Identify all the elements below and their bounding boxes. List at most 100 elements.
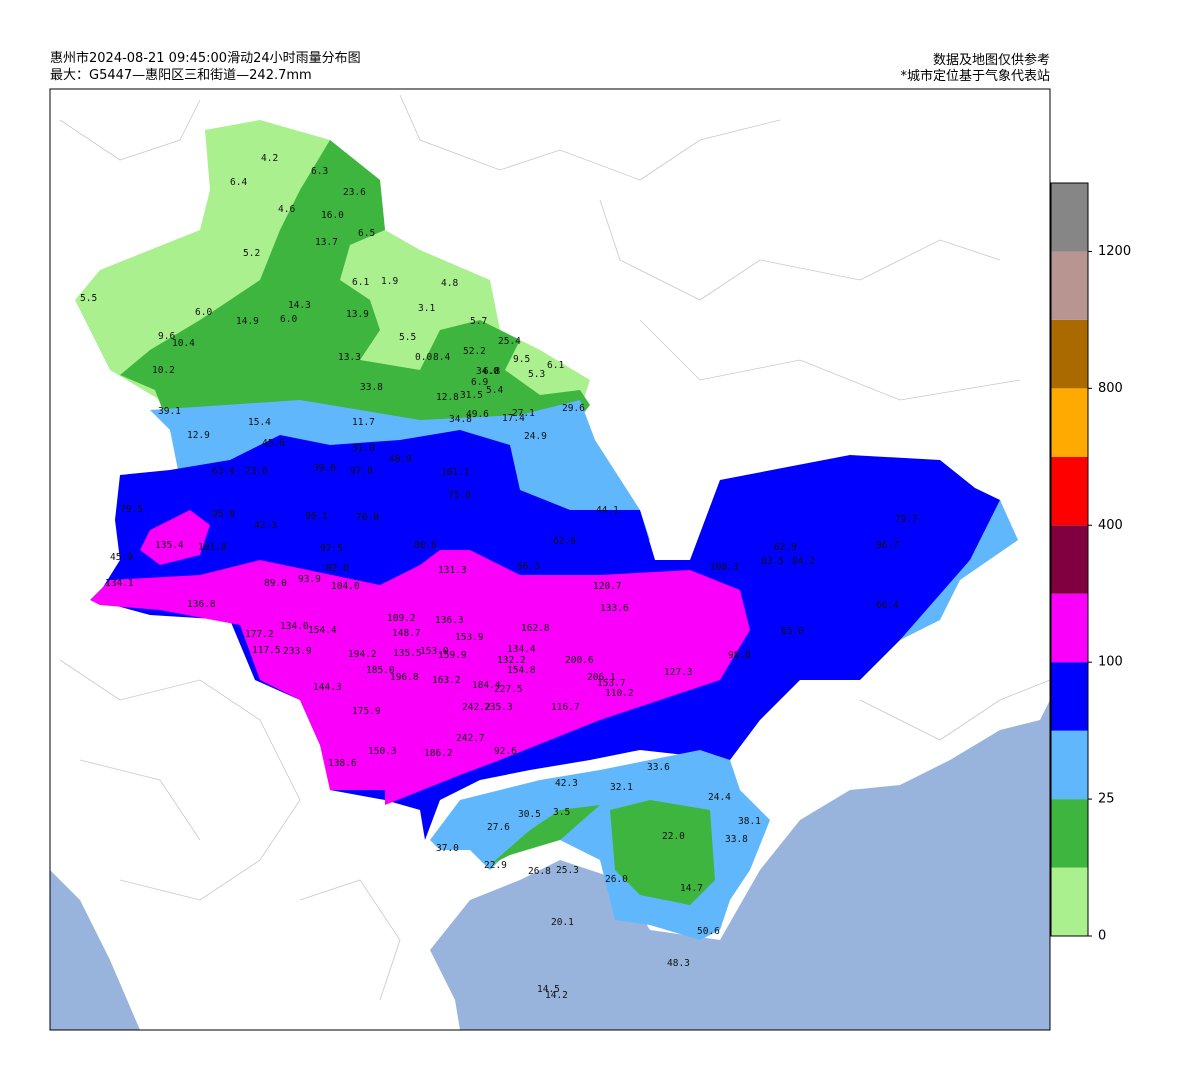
station-value: 31.0 [352, 443, 375, 454]
station-value: 31.5 [460, 390, 483, 401]
station-value: 26.8 [528, 866, 551, 877]
station-value: 134.4 [507, 644, 536, 655]
station-value: 13.3 [338, 352, 361, 363]
station-value: 3.5 [553, 807, 570, 818]
legend-swatch [1051, 251, 1088, 320]
station-value: 80.6 [414, 540, 437, 551]
legend-swatch [1051, 593, 1088, 663]
station-value: 97.5 [320, 543, 343, 554]
station-value: 97.8 [350, 466, 373, 477]
station-value: 16.0 [321, 210, 344, 221]
rain-zone [490, 800, 715, 905]
sea [50, 870, 140, 1030]
station-value: 134.0 [280, 621, 309, 632]
station-value: 24.4 [708, 792, 731, 803]
station-value: 25.3 [556, 865, 579, 876]
legend-swatch [1051, 867, 1088, 936]
station-value: 27.1 [512, 408, 535, 419]
station-value: 185.0 [366, 665, 395, 676]
station-value: 79.5 [120, 504, 143, 515]
station-value: 62.8 [553, 536, 576, 547]
station-value: 5.2 [243, 248, 260, 259]
station-value: 153.7 [597, 678, 626, 689]
legend-swatch [1051, 183, 1088, 252]
station-value: 109.2 [387, 613, 416, 624]
station-value: 42.3 [555, 778, 578, 789]
station-value: 20.1 [551, 917, 574, 928]
legend-swatch [1051, 388, 1088, 457]
station-value: 82.0 [326, 563, 349, 574]
station-value: 6.9 [471, 377, 488, 388]
station-value: 44.1 [596, 505, 619, 516]
station-value: 100.3 [710, 562, 739, 573]
boundary [59, 94, 1051, 1001]
station-value: 14.3 [288, 300, 311, 311]
rain-zone [90, 510, 750, 805]
station-value: 150.3 [368, 746, 397, 757]
legend-swatch [1051, 799, 1088, 868]
map-area: 4.2 6.3 6.4 23.6 4.6 16.0 6.5 13.7 5.2 6.1 1.9 4.8 5… [49, 88, 1051, 1031]
station-value: 33.8 [360, 382, 383, 393]
station-value: 12.8 [436, 392, 459, 403]
station-value: 242.2 [462, 702, 491, 713]
station-value: 39.1 [158, 406, 181, 417]
rain-zone [120, 140, 590, 455]
station-value: 131.3 [438, 565, 467, 576]
station-value: 10.2 [152, 365, 175, 376]
station-value: 26.0 [605, 874, 628, 885]
station-value: 200.6 [565, 655, 594, 666]
station-value: 52.2 [463, 346, 486, 357]
station-value: 9.6 [158, 331, 175, 342]
station-value: 242.7 [456, 733, 485, 744]
station-value: 15.4 [248, 417, 271, 428]
station-value: 127.3 [664, 667, 693, 678]
station-value: 8.4 [433, 352, 450, 363]
station-value: 6.1 [352, 277, 369, 288]
station-value: 34.8 [449, 414, 472, 425]
station-value: 30.5 [518, 809, 541, 820]
station-value: 33.6 [647, 762, 670, 773]
station-value: 186.2 [424, 748, 453, 759]
station-value: 48.9 [389, 454, 412, 465]
station-value: 163.2 [432, 675, 461, 686]
station-value: 5.7 [470, 316, 487, 327]
legend-label: 800 [1098, 381, 1123, 396]
legend-swatch [1051, 730, 1088, 800]
station-value: 83.5 [761, 556, 784, 567]
station-value: 117.5 [252, 645, 281, 656]
station-value: 138.6 [328, 758, 357, 769]
station-value: 184.4 [472, 680, 501, 691]
map-title: 惠州市2024-08-21 09:45:00滑动24小时雨量分布图 [50, 50, 361, 66]
station-value: 177.2 [245, 629, 274, 640]
station-value: 63.4 [212, 466, 235, 477]
station-value: 38.1 [738, 816, 761, 827]
station-value: 134.1 [105, 578, 134, 589]
station-value: 144.3 [313, 682, 342, 693]
station-value: 120.7 [593, 581, 622, 592]
station-value: 39.0 [313, 463, 336, 474]
legend-swatch [1051, 662, 1088, 731]
station-value: 32.1 [610, 782, 633, 793]
station-value: 6.5 [358, 228, 375, 239]
station-value: 5.5 [80, 293, 97, 304]
legend-label: 1200 [1098, 244, 1131, 259]
station-value: 34.0 [476, 366, 499, 377]
legend-swatch [1051, 319, 1088, 389]
legend-label: 100 [1098, 655, 1123, 670]
station-value: 6.4 [230, 177, 247, 188]
station-value: 96.7 [876, 540, 899, 551]
station-value: 48.3 [667, 958, 690, 969]
station-value: 12.9 [187, 430, 210, 441]
station-value: 98.8 [728, 650, 751, 661]
station-value: 136.3 [435, 615, 464, 626]
station-value: 5.4 [486, 385, 503, 396]
station-value: 73.6 [245, 466, 268, 477]
station-value: 42.3 [254, 520, 277, 531]
station-value: 133.6 [600, 603, 629, 614]
station-value: 33.8 [725, 834, 748, 845]
station-value: 56.3 [517, 561, 540, 572]
station-value: 11.7 [352, 417, 375, 428]
station-value: 13.9 [346, 309, 369, 320]
station-value: 9.5 [513, 354, 530, 365]
